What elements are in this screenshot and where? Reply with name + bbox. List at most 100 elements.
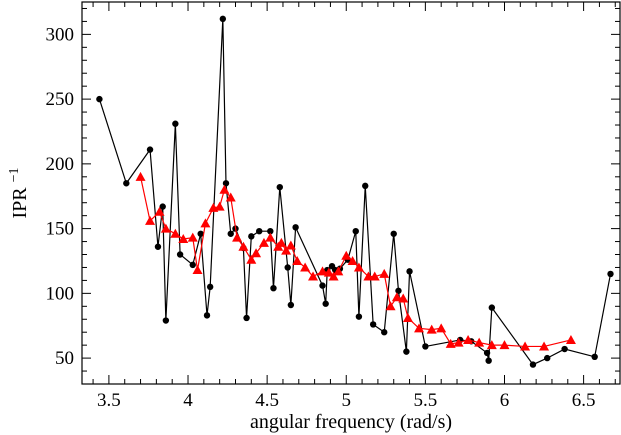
series-1-point	[281, 245, 292, 255]
x-tick-label: 6.5	[572, 390, 596, 411]
series-1-point	[499, 340, 510, 350]
series-1-point	[300, 262, 311, 272]
y-tick-label: 50	[55, 348, 74, 369]
series-0-point	[206, 283, 214, 291]
series-1-line	[139, 176, 572, 348]
series-1-point	[474, 337, 485, 347]
series-1-point	[436, 323, 447, 333]
y-tick-label: 100	[46, 283, 75, 304]
series-1-point	[565, 334, 576, 344]
series-1-point	[276, 237, 287, 247]
series-0-point	[162, 317, 170, 324]
series-1-point	[219, 184, 230, 194]
series-0-point	[197, 230, 204, 237]
series-1-point	[178, 233, 189, 243]
x-tick-label: 5.5	[413, 390, 437, 411]
series-0-point	[395, 287, 402, 294]
series-1-point	[170, 228, 181, 238]
series-0-point	[189, 261, 196, 269]
series-1-point	[232, 232, 243, 242]
series-1-point	[341, 250, 352, 260]
series-0-point	[390, 230, 397, 237]
series-1-point	[192, 265, 203, 275]
series-1-point	[333, 266, 344, 276]
series-0-point	[485, 357, 492, 364]
series-1-point	[398, 293, 409, 303]
series-1-point	[225, 192, 236, 202]
series-1-point	[246, 254, 257, 264]
series-1-point	[251, 248, 262, 258]
series-1-point	[285, 240, 296, 250]
series-0-point	[96, 95, 103, 103]
series-0-point	[219, 15, 227, 23]
series-1-point	[323, 267, 334, 277]
series-0-point	[422, 343, 429, 350]
series-0	[96, 15, 614, 368]
series-0-point	[270, 284, 277, 292]
series-0-point	[154, 243, 162, 250]
y-axis-label: IPR −1	[7, 167, 31, 218]
series-1-point	[154, 206, 165, 216]
series-0-point	[561, 345, 568, 353]
x-tick-label: 6	[500, 390, 510, 411]
y-tick-label: 150	[46, 219, 75, 240]
series-0-point	[403, 348, 410, 355]
series-1-point	[328, 271, 339, 281]
series-0-point	[607, 270, 614, 278]
series-0-point	[227, 230, 234, 237]
series-1-point	[292, 255, 303, 265]
series-0-point	[369, 321, 377, 328]
series-0-point	[488, 304, 496, 311]
series-1-point	[369, 271, 380, 281]
series-1-point	[391, 292, 402, 302]
series-0-point	[172, 120, 179, 127]
series-0-point	[276, 183, 283, 191]
series-0-point	[319, 282, 326, 289]
series-1-point	[379, 268, 390, 278]
series-1-point	[265, 232, 276, 242]
x-tick-label: 5	[342, 390, 352, 411]
x-tick-label: 4.5	[255, 390, 279, 411]
series-1-point	[238, 241, 249, 251]
x-tick-label: 3.5	[97, 390, 121, 411]
series-1-point	[200, 218, 211, 228]
series-0-point	[248, 233, 255, 240]
y-axis-label-main: IPR	[9, 187, 31, 219]
series-1-point	[414, 323, 425, 333]
series-1-point	[135, 171, 146, 181]
series-0-point	[352, 228, 359, 235]
series-0-point	[322, 300, 329, 307]
series-1-point	[445, 338, 456, 348]
x-axis-label: angular frequency (rad/s)	[250, 411, 452, 433]
series-0-point	[222, 180, 230, 187]
series-0-point	[284, 264, 291, 271]
series-1-point	[308, 271, 319, 281]
series-0-point	[176, 251, 184, 258]
series-1-point	[347, 255, 358, 265]
x-tick-label: 4	[183, 390, 193, 411]
series-0-point	[292, 224, 299, 231]
y-axis-label-superscript: −1	[7, 167, 22, 182]
series-1-point	[539, 341, 550, 351]
series-0-point	[159, 203, 166, 210]
series-0-point	[267, 228, 274, 235]
series-0-point	[483, 349, 491, 357]
series-1-point	[426, 324, 437, 334]
series-0-point	[123, 180, 130, 187]
plot-frame	[81, 1, 621, 385]
series-1-point	[463, 334, 474, 344]
series-1-point	[520, 341, 531, 351]
series-1-point	[214, 201, 225, 211]
series-0-point	[203, 312, 211, 319]
series-1-point	[187, 232, 198, 242]
series-0-point	[529, 361, 537, 368]
series-0-point	[591, 353, 598, 361]
series-0-point	[355, 313, 363, 320]
series-0-point	[287, 301, 295, 309]
series-1-point	[317, 266, 328, 276]
plot-area	[96, 15, 614, 368]
series-1-point	[402, 312, 413, 322]
series-1-point	[258, 237, 269, 247]
series-1	[135, 171, 576, 351]
